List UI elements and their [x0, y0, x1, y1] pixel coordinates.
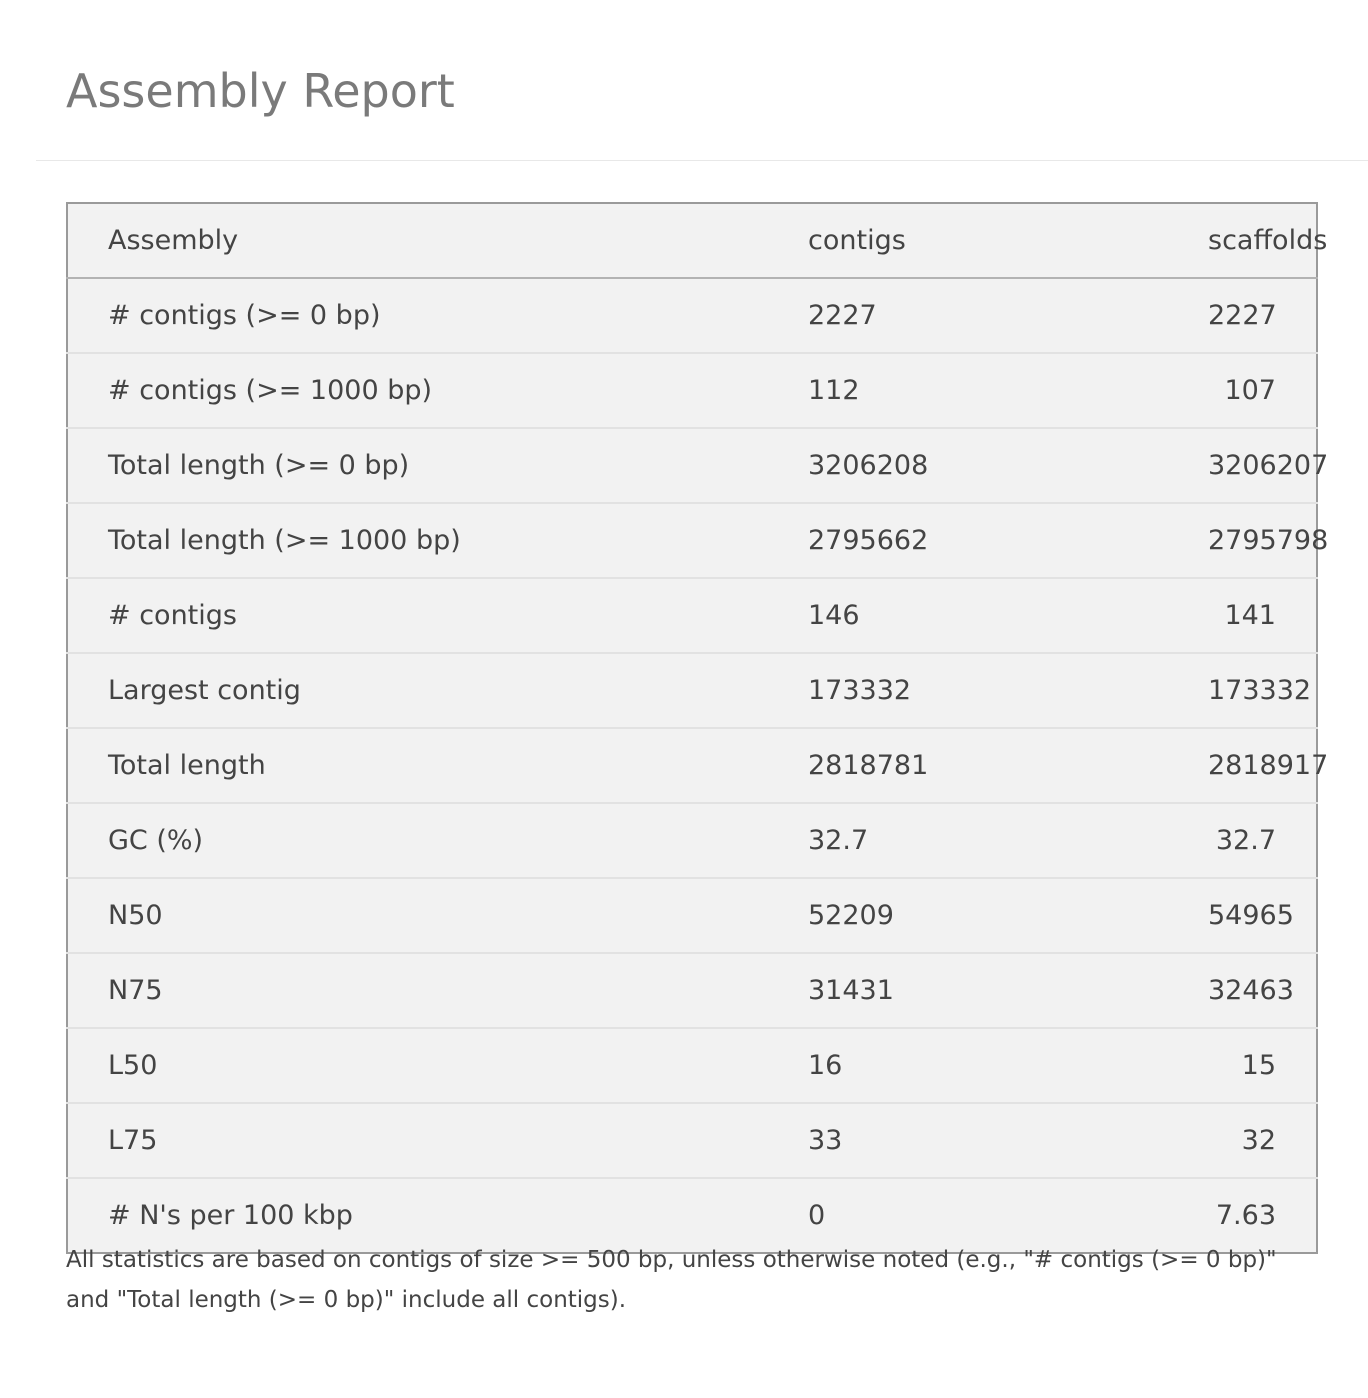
scaffolds-value: 2795798 [1208, 503, 1328, 579]
table-body: # contigs (>= 0 bp) 2227 2227 # contigs … [67, 278, 1328, 1253]
contigs-value: 33 [808, 1103, 1208, 1179]
contigs-value: 3206208 [808, 428, 1208, 504]
scaffolds-value: 107 [1208, 353, 1317, 429]
table-row: # contigs (>= 1000 bp) 112 107 [67, 353, 1317, 429]
table-row: # contigs 146 141 [67, 578, 1317, 654]
table-row: N50 52209 54965 [67, 878, 1317, 954]
scaffolds-value: 54965 [1208, 878, 1317, 954]
contigs-value: 112 [808, 353, 1208, 429]
contigs-value: 31431 [808, 953, 1208, 1029]
row-label: GC (%) [67, 803, 808, 879]
scaffolds-value: 3206207 [1208, 428, 1328, 504]
row-label: N75 [67, 953, 808, 1029]
column-header-scaffolds: scaffolds [1208, 203, 1327, 279]
scaffolds-value: 141 [1208, 578, 1317, 654]
scaffolds-value: 32463 [1208, 953, 1317, 1029]
row-label: # contigs (>= 1000 bp) [67, 353, 808, 429]
row-label: L75 [67, 1103, 808, 1179]
assembly-report-table: Assembly contigs scaffolds # contigs (>=… [66, 202, 1328, 1254]
row-label: # contigs (>= 0 bp) [67, 278, 808, 354]
contigs-value: 2227 [808, 278, 1208, 354]
scaffolds-value: 173332 [1208, 653, 1317, 729]
row-label: L50 [67, 1028, 808, 1104]
row-label: Total length (>= 0 bp) [67, 428, 808, 504]
page-title: Assembly Report [66, 64, 455, 118]
contigs-value: 52209 [808, 878, 1208, 954]
column-header-assembly: Assembly [67, 203, 808, 279]
table-header-row: Assembly contigs scaffolds [67, 203, 1327, 279]
contigs-value: 16 [808, 1028, 1208, 1104]
table-row: # contigs (>= 0 bp) 2227 2227 [67, 278, 1317, 354]
table-row: N75 31431 32463 [67, 953, 1317, 1029]
contigs-value: 0 [808, 1200, 826, 1231]
title-divider [36, 160, 1368, 161]
contigs-value: 146 [808, 578, 1208, 654]
contigs-value: 173332 [808, 653, 1208, 729]
table-row: Largest contig 173332 173332 [67, 653, 1317, 729]
table-row: Total length (>= 0 bp) 3206208 3206207 [67, 428, 1328, 504]
scaffolds-value: 2818917 [1208, 728, 1328, 804]
row-label: # contigs [67, 578, 808, 654]
table-row: GC (%) 32.7 32.7 [67, 803, 1317, 879]
scaffolds-value: 15 [1208, 1028, 1317, 1104]
column-header-contigs: contigs [808, 203, 1208, 279]
table-row: # N's per 100 kbp 0 7.63 [67, 1178, 1317, 1253]
footnote: All statistics are based on contigs of s… [66, 1247, 1277, 1313]
scaffolds-value: 32.7 [1208, 803, 1317, 879]
table-row: L50 16 15 [67, 1028, 1317, 1104]
row-label: Total length [67, 728, 808, 804]
table-row: Total length 2818781 2818917 [67, 728, 1328, 804]
row-label: N50 [67, 878, 808, 954]
scaffolds-value: 32 [1208, 1103, 1317, 1179]
scaffolds-value: 2227 [1208, 278, 1317, 354]
row-label: Total length (>= 1000 bp) [67, 503, 808, 579]
row-label: # N's per 100 kbp [108, 1200, 353, 1231]
contigs-value: 2818781 [808, 728, 1208, 804]
contigs-value: 32.7 [808, 803, 1208, 879]
contigs-value: 2795662 [808, 503, 1208, 579]
scaffolds-value: 7.63 [1215, 1200, 1276, 1231]
table-row: L75 33 32 [67, 1103, 1317, 1179]
table-header: Assembly contigs scaffolds [67, 203, 1327, 279]
row-label: Largest contig [67, 653, 808, 729]
table-row: Total length (>= 1000 bp) 2795662 279579… [67, 503, 1328, 579]
